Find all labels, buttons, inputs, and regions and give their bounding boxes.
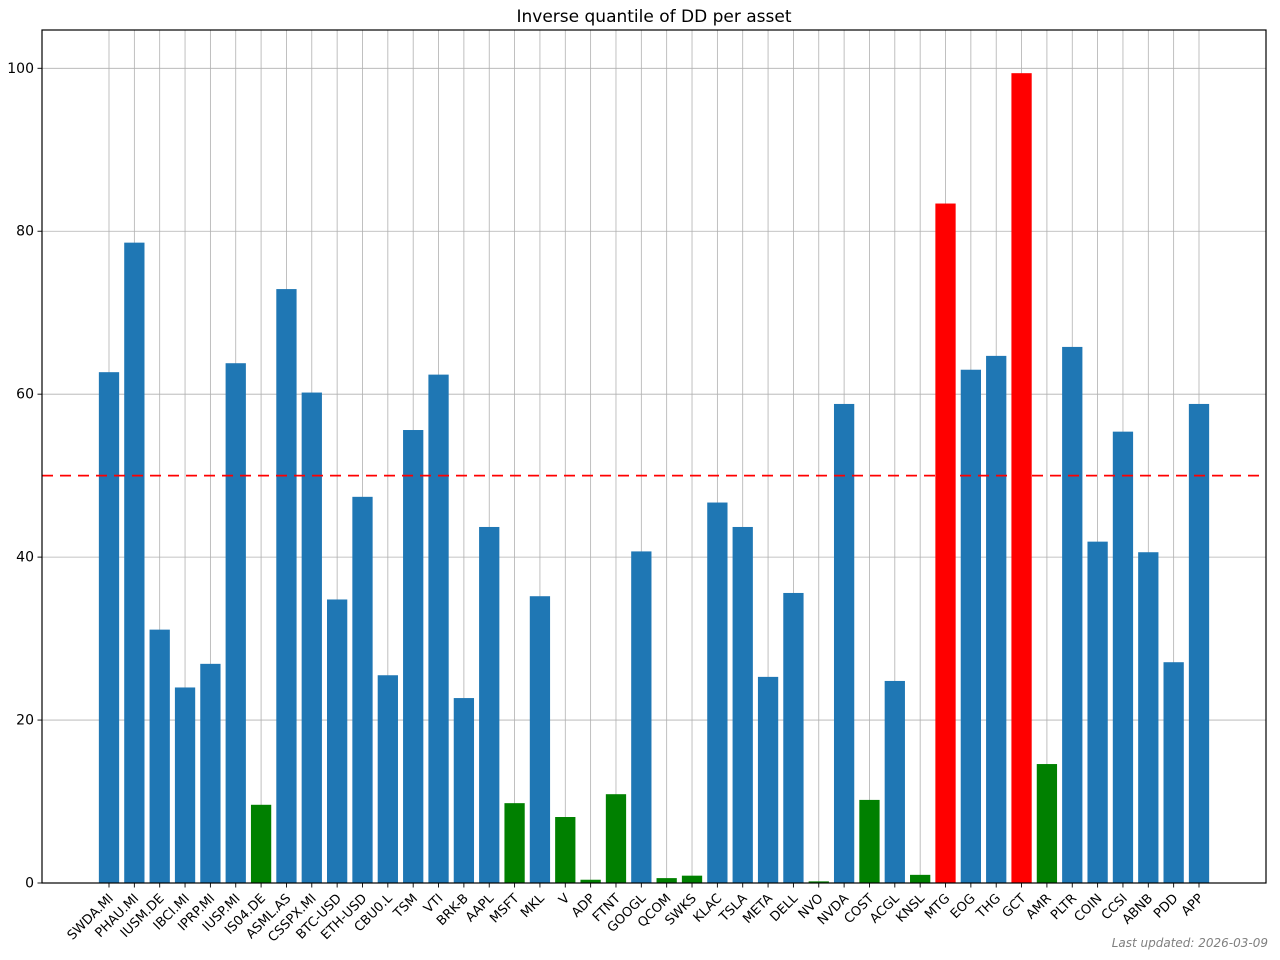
x-tick-label: THG <box>973 891 1004 922</box>
bar <box>479 526 500 883</box>
bar <box>605 794 627 883</box>
bar <box>757 676 779 883</box>
bar <box>910 874 931 883</box>
x-tick-label: ACGL <box>867 891 903 927</box>
bar <box>403 430 424 883</box>
bar <box>681 875 703 883</box>
x-tick-label: GCT <box>1000 891 1030 921</box>
x-tick-label: MKL <box>518 891 548 921</box>
bar <box>783 592 804 883</box>
bar <box>225 363 246 884</box>
bar <box>707 502 728 883</box>
x-tick-label: TSM <box>390 891 421 922</box>
x-tick-label: V <box>556 891 573 908</box>
bar <box>149 629 170 883</box>
x-tick-label: KLAC <box>691 891 726 926</box>
bar <box>1188 403 1210 883</box>
bar <box>1011 73 1032 884</box>
bar <box>960 369 981 884</box>
bar <box>580 879 601 883</box>
bar <box>301 392 322 883</box>
bar <box>327 599 348 883</box>
y-tick-label: 60 <box>16 387 34 403</box>
chart-title: Inverse quantile of DD per asset <box>516 7 792 27</box>
x-tick-label: META <box>740 891 776 927</box>
bar <box>732 526 753 883</box>
bar <box>859 799 880 883</box>
plot-border <box>41 29 1267 884</box>
bar <box>555 817 576 883</box>
x-tick-label: MSFT <box>487 891 522 926</box>
bar <box>986 355 1007 883</box>
y-tick-label: 0 <box>25 876 34 892</box>
bar <box>935 203 956 883</box>
bar <box>124 242 145 883</box>
bar <box>352 496 373 883</box>
x-tick-label: COIN <box>1072 891 1106 925</box>
bar <box>504 803 525 883</box>
bar <box>200 663 221 883</box>
x-tick-label: KNSL <box>894 891 929 926</box>
bar <box>276 289 297 884</box>
last-updated-note: Last updated: 2026-03-09 <box>1111 936 1268 950</box>
bar <box>1062 346 1083 883</box>
bar <box>453 698 475 883</box>
bar <box>631 551 652 883</box>
bar <box>1138 552 1159 883</box>
bar <box>250 804 272 883</box>
y-tick-label: 40 <box>16 550 34 566</box>
bar <box>808 881 829 883</box>
y-tick-label: 100 <box>7 61 34 77</box>
x-tick-label: EOG <box>948 891 979 922</box>
x-axis: SWDA.MIPHAU.MIIUSM.DEIBCI.MIIPRP.MIIUSP.… <box>65 883 1207 945</box>
x-tick-label: DELL <box>768 891 802 925</box>
y-tick-label: 80 <box>16 224 34 240</box>
bar <box>377 675 398 883</box>
x-tick-label: APP <box>1179 891 1207 919</box>
bar <box>884 680 905 883</box>
x-tick-label: AMR <box>1024 891 1055 922</box>
bar <box>656 878 677 883</box>
x-tick-label: MTG <box>922 891 953 922</box>
bar <box>1112 431 1134 883</box>
bar <box>174 687 196 883</box>
y-axis: 0 20 40 60 80 100 <box>7 61 42 892</box>
bar <box>1087 541 1108 883</box>
bar <box>98 372 120 883</box>
bar <box>833 403 855 883</box>
x-tick-label: PDD <box>1151 891 1181 921</box>
bar <box>529 596 551 883</box>
bar <box>428 374 449 883</box>
bars <box>98 73 1210 884</box>
y-tick-label: 20 <box>16 713 34 729</box>
bar <box>1036 764 1058 883</box>
bar <box>1163 662 1184 883</box>
